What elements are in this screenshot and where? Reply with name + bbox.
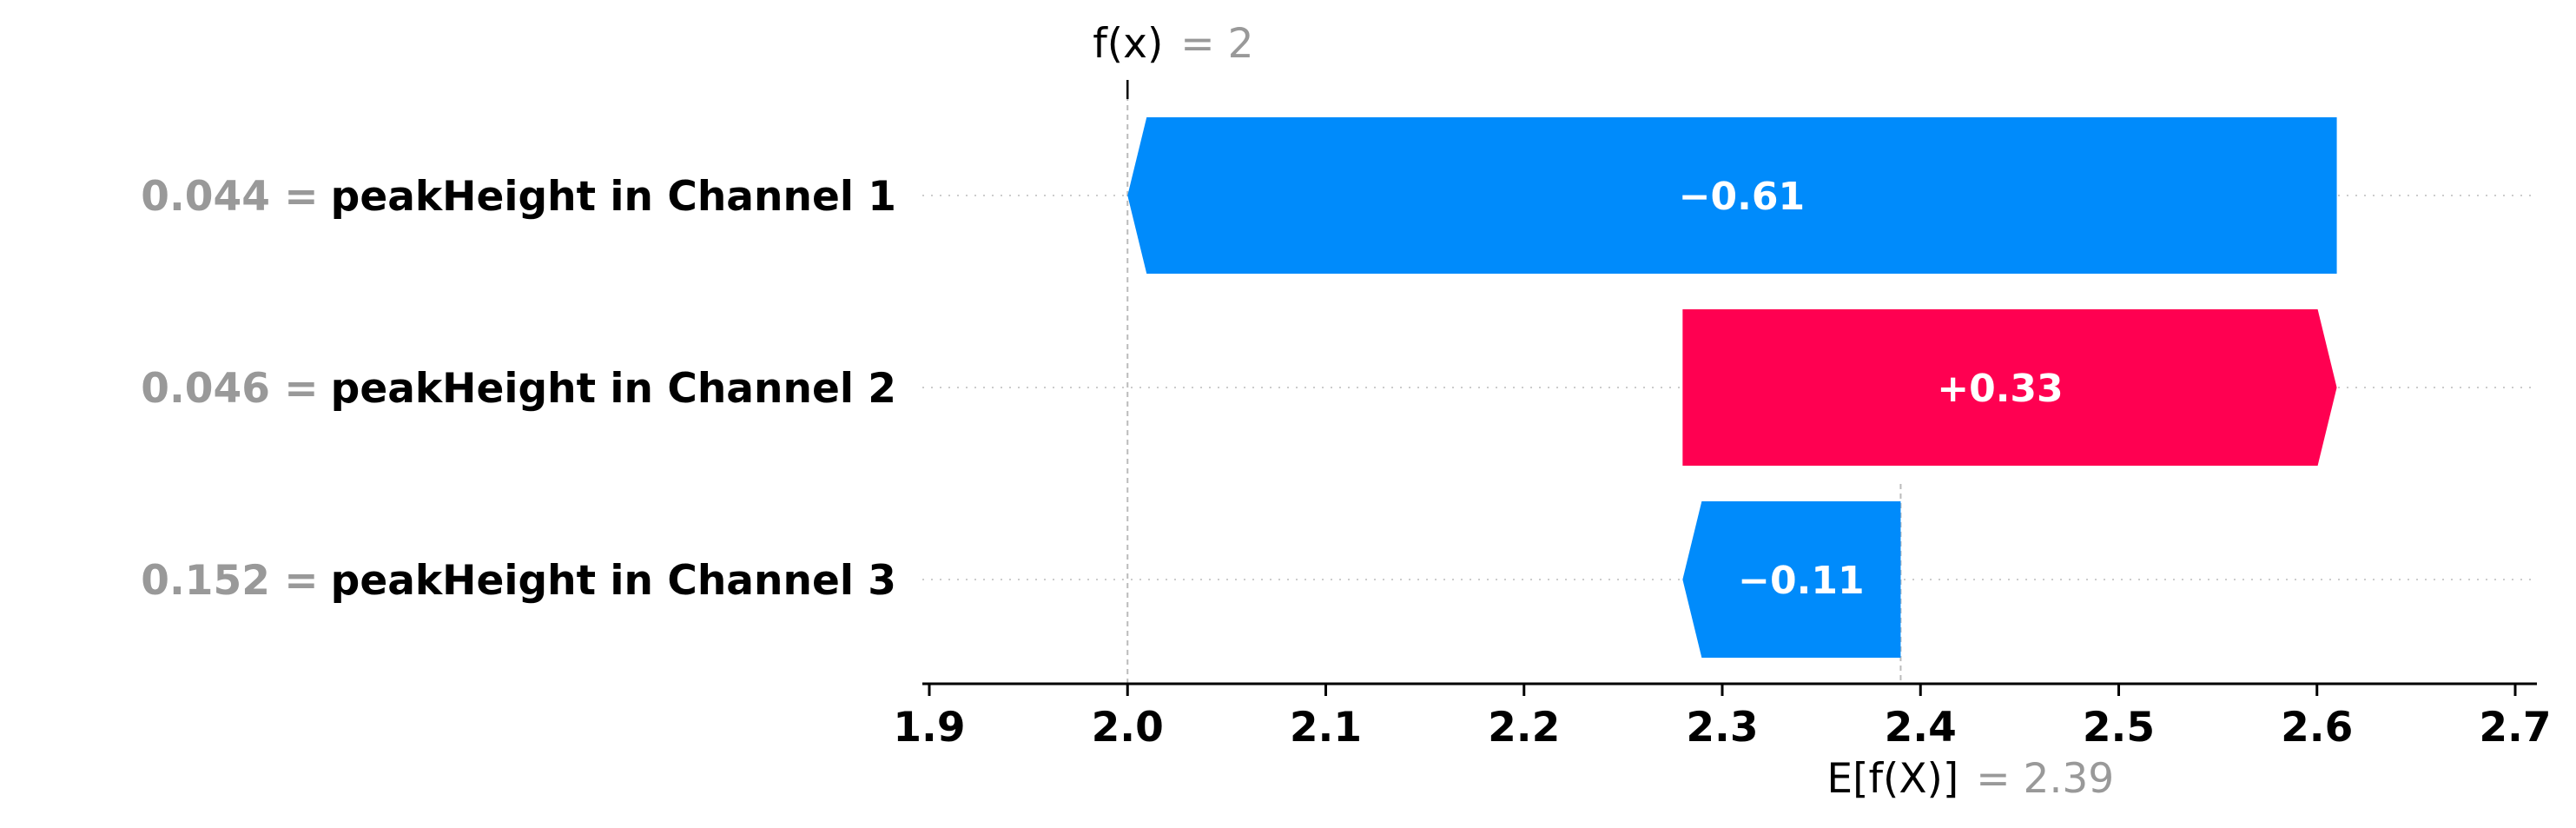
bar-value-label: −0.61	[1679, 175, 1805, 219]
fx-label: f(x) = 2	[1093, 20, 1253, 68]
x-tick-label: 2.6	[2281, 704, 2353, 752]
feature-label: 0.044 = peakHeight in Channel 1	[141, 173, 896, 221]
fx-value: = 2	[1180, 20, 1253, 68]
feature-label: 0.152 = peakHeight in Channel 3	[141, 557, 896, 605]
feature-name: peakHeight in Channel 3	[331, 557, 896, 605]
x-tick-label: 2.1	[1290, 704, 1362, 752]
feature-labels: 0.044 = peakHeight in Channel 1 0.046 = pea…	[141, 173, 896, 605]
x-tick-label: 2.2	[1488, 704, 1560, 752]
fx-annotation: f(x) = 2	[1093, 20, 1254, 99]
bar-value-label: −0.11	[1738, 559, 1864, 603]
feature-value: 0.152 =	[141, 557, 318, 605]
bar-value-label: +0.33	[1937, 367, 2063, 411]
feature-name: peakHeight in Channel 1	[331, 173, 896, 221]
bar-3	[1682, 501, 1901, 658]
x-axis: 1.9 2.0 2.1 2.2 2.3 2.4 2.5 2.6 2.7	[893, 682, 2552, 752]
x-tick-label: 2.5	[2083, 704, 2155, 752]
bar-1	[1127, 117, 2337, 274]
x-tick-label: 1.9	[893, 704, 965, 752]
expected-label: E[f(X)] = 2.39	[1826, 755, 2114, 803]
x-tick-label: 2.4	[1885, 704, 1957, 752]
bars-group: −0.61 +0.33 −0.11	[1127, 117, 2337, 658]
feature-value: 0.044 =	[141, 173, 318, 221]
expected-value: = 2.39	[1976, 755, 2114, 803]
x-tick-label: 2.3	[1686, 704, 1758, 752]
expected-value-annotation: E[f(X)] = 2.39	[1826, 755, 2114, 803]
feature-name: peakHeight in Channel 2	[331, 365, 896, 413]
x-tick-label: 2.7	[2479, 704, 2551, 752]
x-tick-label: 2.0	[1092, 704, 1164, 752]
fx-name: f(x)	[1093, 20, 1163, 68]
expected-name: E[f(X)]	[1826, 755, 1958, 803]
bar-2	[1682, 309, 2337, 466]
feature-label: 0.046 = peakHeight in Channel 2	[141, 365, 896, 413]
feature-value: 0.046 =	[141, 365, 318, 413]
